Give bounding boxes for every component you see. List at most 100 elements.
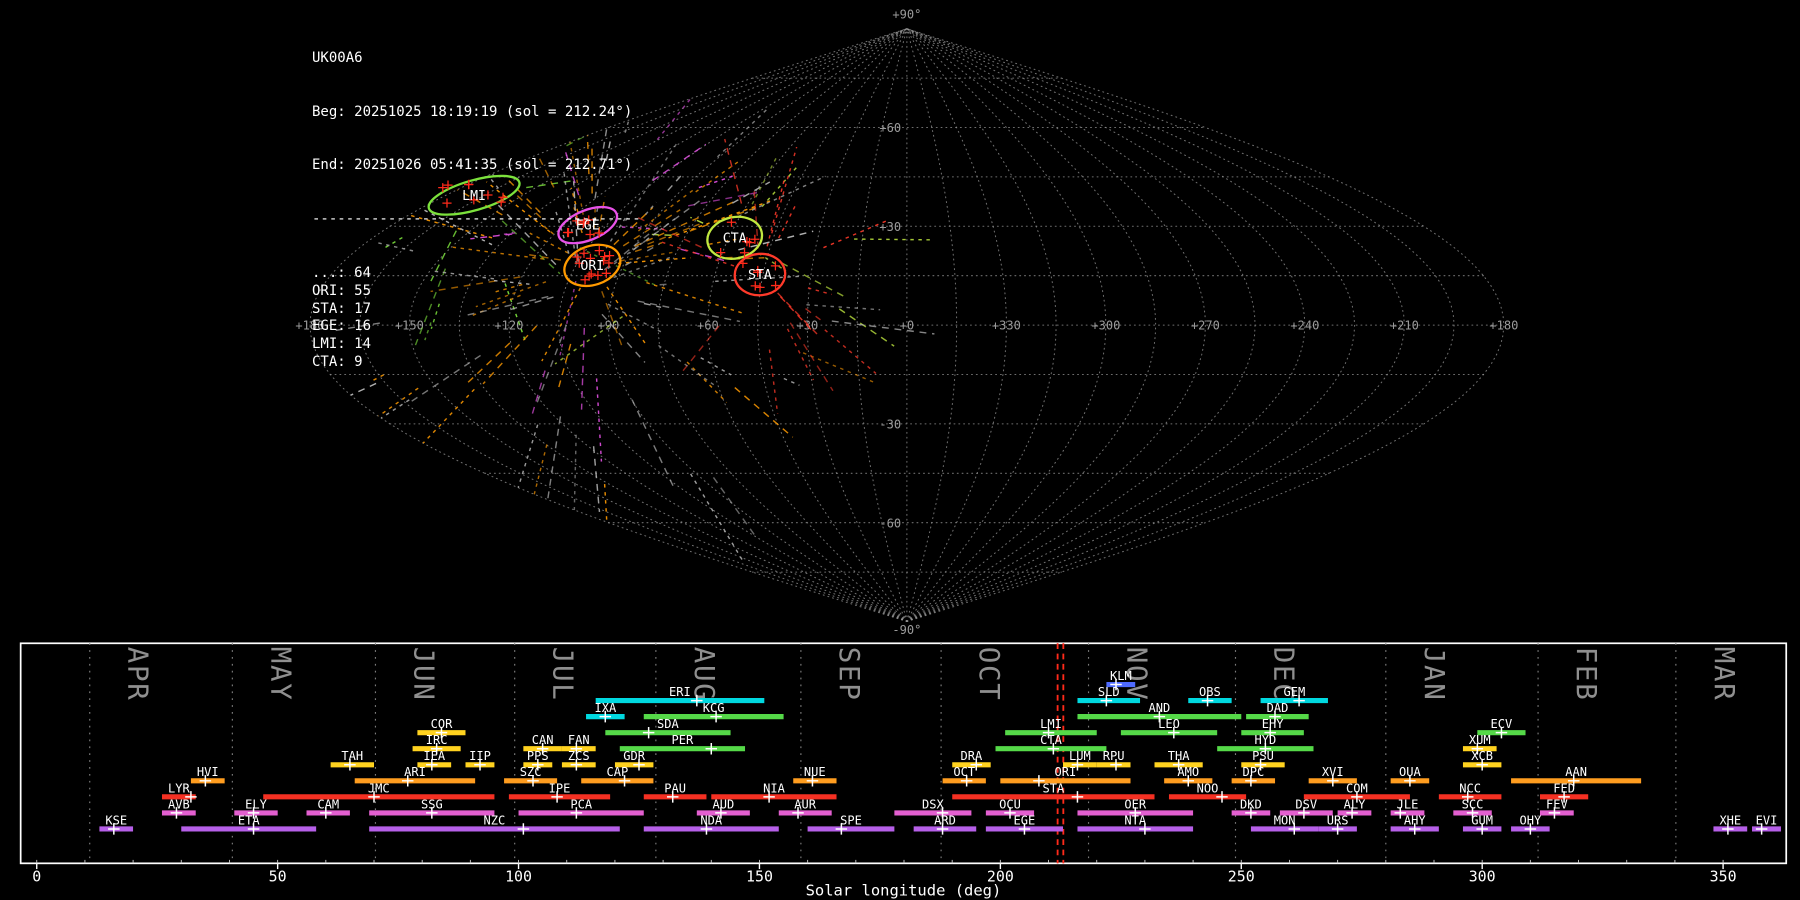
activity-timeline: Solar longitude (deg) APR MAY JUN JUL AUG SEP…: [19, 642, 1788, 899]
month-label-DEC: DEC: [1268, 647, 1300, 702]
meteor-trail: [383, 236, 403, 249]
shower-code: FED: [1553, 781, 1575, 795]
shower-code: ZCS: [568, 749, 590, 763]
ra-label: +180: [295, 319, 324, 333]
radiant-point: [770, 280, 781, 291]
peak-marker: [570, 742, 583, 755]
meridian-line: [657, 28, 908, 622]
meteor-trail: [503, 175, 541, 214]
peak-marker: [401, 775, 414, 787]
peak-marker: [710, 710, 722, 723]
radiant-ellipse-CTA: [706, 215, 764, 260]
radiant-point: [585, 253, 596, 263]
meteor-trail: [686, 361, 728, 404]
shower-code: CAM: [317, 797, 339, 811]
meteor-trail: [854, 238, 935, 241]
peak-marker: [1327, 775, 1339, 787]
meteor-trail: [607, 303, 665, 334]
peak-marker: [700, 823, 713, 835]
shower-ECV: ECV: [1477, 717, 1526, 739]
peak-marker: [599, 710, 612, 723]
shower-SCC: SCC: [1453, 797, 1492, 819]
peak-marker: [570, 759, 583, 771]
meteor-trail: [659, 283, 674, 286]
radiant-point: [716, 248, 726, 258]
shower-code: STA: [1042, 781, 1065, 795]
peak-marker: [1755, 823, 1768, 835]
shower-OHY: OHY: [1511, 813, 1550, 835]
shower-code: NOO: [1197, 781, 1219, 795]
shower-AVB: AVB: [161, 797, 196, 819]
shower-XHE: XHE: [1713, 813, 1748, 835]
shower-ORI: ORI: [1000, 765, 1131, 787]
meteor-trail: [506, 296, 554, 312]
peak-marker: [426, 759, 438, 771]
peak-marker: [1264, 726, 1276, 739]
shower-ERI: ERI: [595, 685, 765, 707]
meteor-trail: [603, 226, 659, 271]
peak-marker: [108, 823, 120, 835]
meteor-trail: [753, 190, 759, 249]
meteor-trail: [689, 473, 744, 561]
meridian-line: [757, 28, 908, 622]
radiant-point: [563, 227, 573, 238]
meteor-trail: [777, 292, 818, 335]
radiant-point: [585, 229, 595, 240]
radiant-point: [464, 180, 474, 190]
shower-code: IEA: [423, 749, 446, 763]
peak-marker: [1331, 823, 1344, 835]
peak-marker: [536, 742, 549, 755]
month-label-AUG: AUG: [688, 647, 720, 702]
end-time: End: 20251026 05:41:35 (sol = 212.71°): [312, 157, 633, 174]
shower-COM: COM: [1303, 781, 1410, 803]
shower-AND: AND: [1077, 701, 1242, 723]
meridian-line: [558, 28, 908, 622]
radiant-point: [496, 197, 506, 207]
meteor-trail: [554, 316, 623, 365]
meridian-line: [906, 28, 1306, 622]
radiant-ellipse-EGE: [557, 205, 619, 245]
shower-PSU: PSU: [1241, 749, 1285, 771]
radiant-point: [594, 246, 604, 256]
meteor-trail: [652, 143, 707, 182]
meteor-trail: [605, 140, 612, 161]
peak-marker: [1558, 791, 1570, 803]
peak-marker: [551, 791, 563, 803]
shower-code: PCA: [570, 797, 593, 811]
sky-map: +90° -90° +180+150+120+90+60+30+0+330+30…: [295, 7, 1518, 637]
shower-GEM: GEM: [1260, 685, 1328, 707]
shower-code: COR: [431, 717, 454, 731]
peak-marker: [642, 726, 655, 739]
shower-PCA: PCA: [518, 797, 644, 819]
peak-marker: [430, 742, 443, 755]
radiant-point: [442, 198, 452, 208]
projection-grid: [309, 28, 1505, 622]
meteor-trail: [668, 199, 773, 239]
ra-label: +150: [395, 319, 424, 333]
shower-SDA: SDA: [605, 717, 731, 739]
meteor-trail: [620, 532, 628, 565]
shower-AMO: AMO: [1164, 765, 1213, 787]
shower-code: DSV: [1295, 797, 1317, 811]
meteor-trail: [807, 287, 832, 296]
meteor-trail: [838, 308, 895, 347]
shower-code: PPS: [527, 749, 549, 763]
shower-KLM: KLM: [1106, 669, 1136, 691]
radiant-point: [598, 256, 609, 266]
shower-code: KSE: [105, 813, 127, 827]
shower-code: AMO: [1177, 765, 1199, 779]
count-line-...: ...: 64: [312, 264, 372, 281]
meteor-trail: [680, 325, 720, 374]
tick-label: 350: [1710, 868, 1737, 886]
meteor-trail: [802, 352, 875, 383]
meteor-trail: [530, 370, 546, 419]
month-label-JAN: JAN: [1418, 647, 1450, 702]
peak-marker: [618, 775, 631, 787]
month-label-OCT: OCT: [973, 647, 1005, 702]
radiant-point: [753, 265, 763, 276]
north-pole-label: +90°: [892, 7, 921, 21]
peak-marker: [1722, 823, 1734, 835]
meridian-line: [906, 28, 1007, 622]
shower-ELY: ELY: [234, 797, 278, 819]
shower-code: TAH: [341, 749, 363, 763]
